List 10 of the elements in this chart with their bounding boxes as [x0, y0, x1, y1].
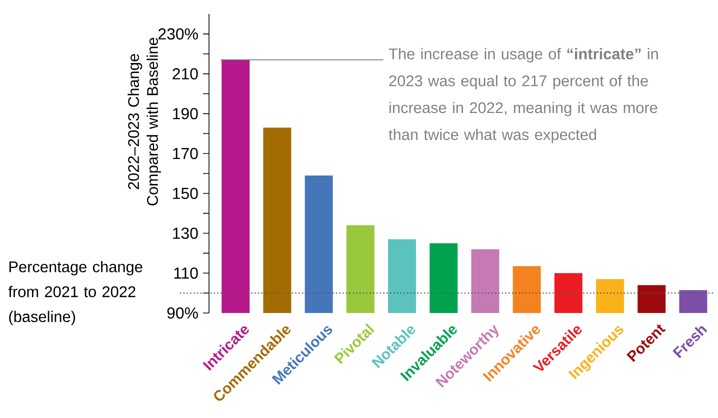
y-tick-label: 230%	[158, 28, 198, 40]
y-tick-label: 110	[174, 267, 198, 279]
annotation: The increase in usage of “intricate” in 2023 was equal to 217 percent of the increase in 2022, meaning it was more than twice what was expected	[388, 48, 658, 144]
ref-line-label: Percentage change from 2021 to 2022 (baseline)	[8, 260, 142, 326]
y-tick-label: 210	[172, 68, 198, 80]
y-tick-label: 90%	[167, 307, 198, 319]
y-tick-label: 130	[173, 228, 198, 239]
y-tick-label: 190	[173, 108, 198, 120]
y-tick-label: 150	[173, 188, 198, 200]
y-tick-label: 170	[173, 148, 198, 160]
